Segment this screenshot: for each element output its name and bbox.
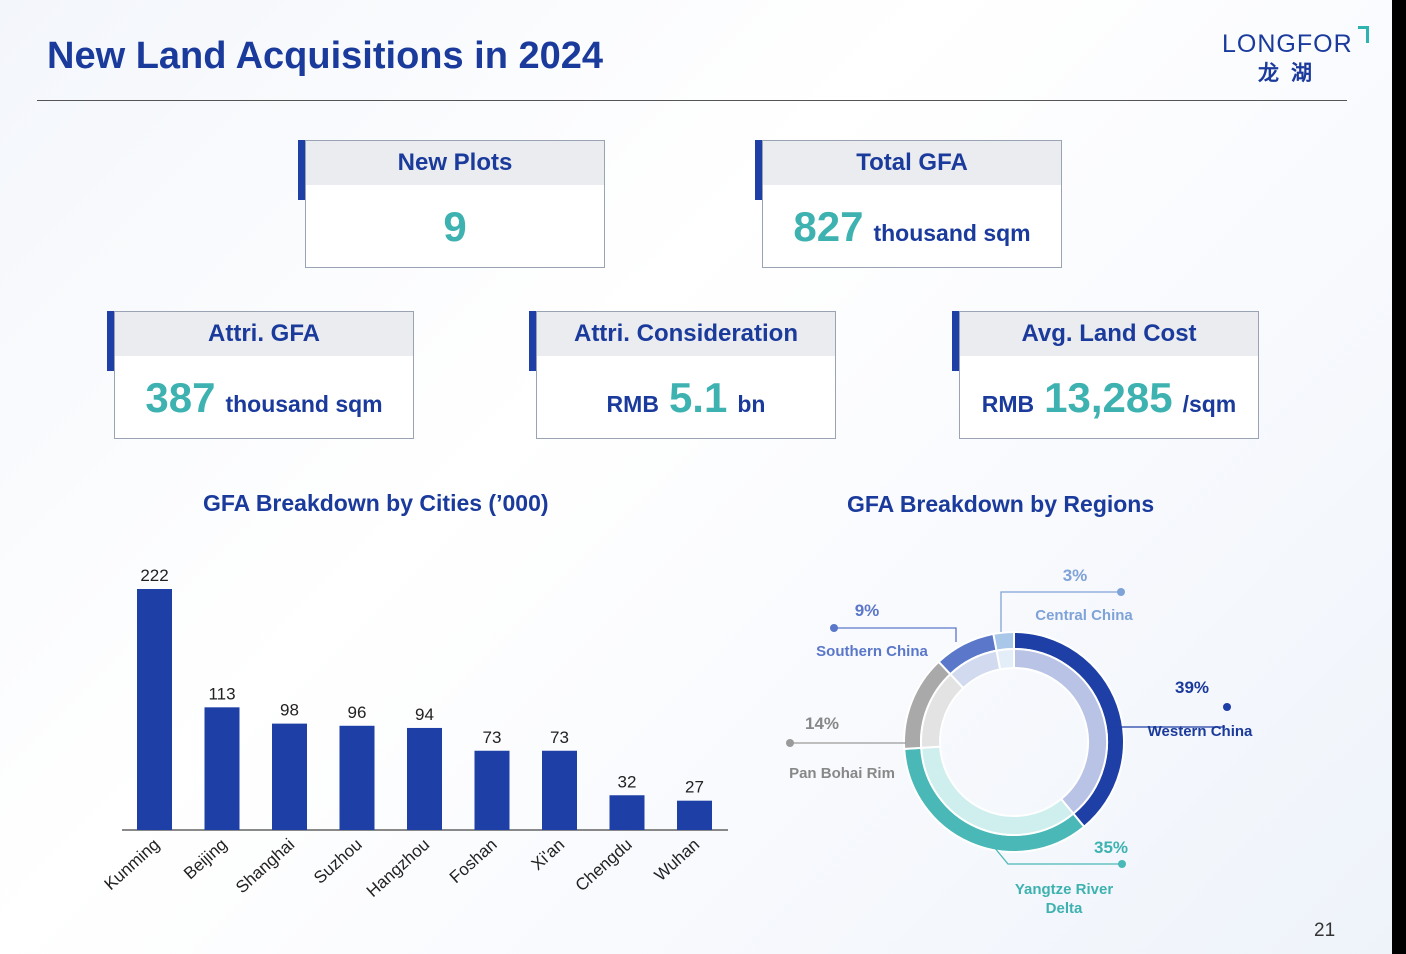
category-tick-label: Foshan — [446, 835, 501, 887]
card-head: Avg. Land Cost — [960, 312, 1258, 356]
card-body: 387 thousand sqm — [115, 356, 413, 440]
page-number: 21 — [1314, 920, 1336, 941]
category-tick-label: Shanghai — [232, 835, 298, 897]
card-accent — [529, 311, 536, 371]
slice-percent-label: 39% — [1175, 678, 1209, 697]
card-accent — [298, 140, 305, 200]
bar-value-label: 113 — [208, 684, 235, 703]
title-divider — [37, 100, 1347, 101]
card-unit: thousand sqm — [873, 219, 1031, 246]
bar — [609, 795, 645, 830]
bar — [407, 727, 442, 830]
card-accent — [952, 311, 959, 371]
bar-chart-title: GFA Breakdown by Cities (’000) — [203, 490, 549, 516]
page-title: New Land Acquisitions in 2024 — [47, 35, 604, 77]
leader-dot — [1118, 860, 1126, 868]
leader-line — [1000, 591, 1121, 632]
card-head: Attri. GFA — [115, 312, 413, 356]
longfor-logo: LONGFOR 龙湖 — [1220, 26, 1370, 86]
slice-percent-label: 14% — [805, 714, 839, 733]
category-tick-label: Kunming — [101, 835, 164, 894]
card-head: New Plots — [306, 141, 604, 185]
card-head: Attri. Consideration — [537, 312, 835, 356]
bar — [339, 725, 375, 830]
donut-chart: 39% Western China 35% Yangtze River Delta 14%… — [786, 566, 1253, 917]
leader-dot — [786, 739, 794, 747]
card-body: RMB 5.1 bn — [537, 356, 835, 440]
donut-chart-title: GFA Breakdown by Regions — [847, 491, 1155, 517]
card-avg-land-cost: Avg. Land Cost RMB 13,285 /sqm — [952, 311, 1259, 440]
logo-text-cn: 龙湖 — [1258, 62, 1324, 85]
leader-dot — [830, 624, 838, 632]
bar — [677, 800, 712, 830]
category-tick-label: Beijing — [180, 835, 231, 883]
bar-value-label: 98 — [280, 701, 299, 720]
category-tick-label: Xi'an — [528, 835, 568, 874]
card-accent — [107, 311, 114, 371]
bar-value-label: 27 — [685, 778, 704, 797]
slice-name-label: Yangtze River — [1015, 881, 1114, 898]
leader-line — [993, 846, 1122, 865]
bar-value-label: 96 — [348, 703, 367, 722]
card-attri-consideration: Attri. Consideration RMB 5.1 bn — [529, 311, 836, 440]
card-new-plots: New Plots 9 — [298, 140, 605, 269]
bar-chart: 222 Kunming 113 Beijing 98 Shanghai 96 Suzhou 94… — [101, 566, 728, 901]
card-unit: /sqm — [1182, 390, 1237, 417]
card-accent — [755, 140, 762, 200]
card-prefix: RMB — [606, 390, 659, 417]
category-tick-label: Wuhan — [651, 835, 704, 885]
card-value: 387 — [145, 374, 216, 421]
bar-value-label: 222 — [140, 566, 168, 585]
card-attri-gfa: Attri. GFA 387 thousand sqm — [107, 311, 414, 440]
slice-percent-label: 3% — [1063, 566, 1088, 585]
leader-line — [834, 627, 957, 642]
slice-name-label: Delta — [1046, 900, 1083, 917]
card-body: 827 thousand sqm — [763, 185, 1061, 269]
category-tick-label: Suzhou — [310, 835, 366, 888]
card-unit: bn — [737, 390, 766, 417]
bar — [137, 589, 172, 830]
slice-name-label: Western China — [1148, 723, 1253, 740]
donut-slice-outer — [992, 630, 1015, 652]
donut-slice-inner — [995, 647, 1015, 671]
card-body: RMB 13,285 /sqm — [960, 356, 1258, 440]
card-head: Total GFA — [763, 141, 1061, 185]
slice-name-label: Central China — [1035, 607, 1133, 624]
category-tick-label: Chengdu — [572, 835, 636, 895]
card-total-gfa: Total GFA 827 thousand sqm — [755, 140, 1062, 269]
right-edge-bar — [1392, 0, 1406, 954]
bar — [474, 750, 510, 830]
card-prefix: RMB — [981, 390, 1035, 417]
bar-value-label: 94 — [415, 705, 434, 724]
leader-dot — [1117, 588, 1125, 596]
bar-value-label: 73 — [550, 728, 569, 747]
slice-name-label: Southern China — [816, 643, 928, 660]
slice-percent-label: 35% — [1094, 838, 1128, 857]
bar-value-label: 32 — [618, 772, 637, 791]
slice-percent-label: 9% — [855, 601, 880, 620]
bar-value-label: 73 — [483, 728, 502, 747]
bar — [204, 707, 240, 830]
bar — [542, 750, 577, 830]
leader-dot — [1223, 703, 1231, 711]
card-value: 9 — [443, 203, 467, 250]
card-value: 13,285 — [1044, 374, 1173, 421]
card-value: 827 — [793, 203, 864, 250]
card-body: 9 — [306, 185, 604, 269]
card-value: 5.1 — [668, 374, 728, 421]
category-tick-label: Hangzhou — [363, 835, 433, 901]
card-unit: thousand sqm — [225, 390, 383, 417]
slice-name-label: Pan Bohai Rim — [789, 765, 895, 782]
logo-text-en: LONGFOR — [1222, 30, 1353, 58]
logo-mark-icon — [1358, 26, 1369, 43]
bar — [272, 723, 307, 830]
